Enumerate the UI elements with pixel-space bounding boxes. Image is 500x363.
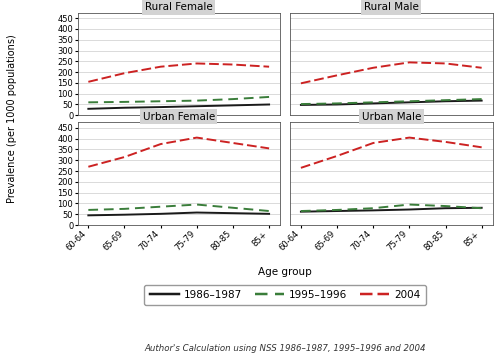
Text: Author's Calculation using NSS 1986–1987, 1995–1996 and 2004: Author's Calculation using NSS 1986–1987… (144, 344, 426, 353)
Text: Prevalence (per 1000 populations): Prevalence (per 1000 populations) (8, 34, 18, 203)
Title: Urban Female: Urban Female (142, 112, 215, 122)
Title: Rural Female: Rural Female (145, 2, 212, 12)
Legend: 1986–1987, 1995–1996, 2004: 1986–1987, 1995–1996, 2004 (144, 285, 426, 305)
Title: Urban Male: Urban Male (362, 112, 421, 122)
Text: Age group: Age group (258, 267, 312, 277)
Title: Rural Male: Rural Male (364, 2, 418, 12)
